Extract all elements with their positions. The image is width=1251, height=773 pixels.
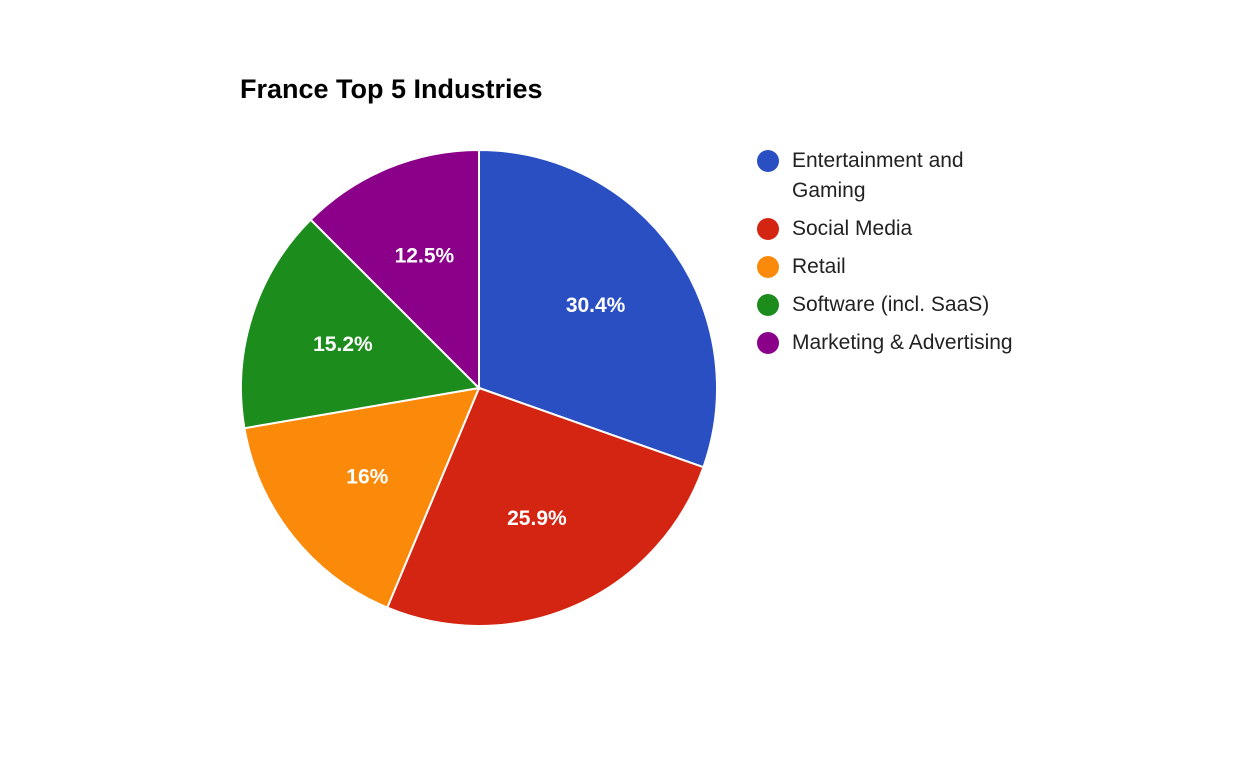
pie-slice-3[interactable] [240, 218, 482, 430]
legend-label-0: Entertainment and Gaming [792, 149, 964, 202]
legend-swatch-3 [757, 294, 779, 316]
legend: Entertainment and Gaming Social Media Reta… [757, 146, 1017, 366]
pie-slice-0[interactable] [478, 148, 718, 469]
legend-item-0[interactable]: Entertainment and Gaming [757, 146, 1017, 206]
legend-label-3: Software (incl. SaaS) [792, 293, 990, 316]
slice-label-4: 12.5% [395, 245, 455, 268]
legend-swatch-0 [757, 150, 779, 172]
slice-label-3: 15.2% [313, 333, 373, 356]
legend-item-2[interactable]: Retail [757, 252, 1017, 282]
legend-swatch-1 [757, 218, 779, 240]
legend-item-1[interactable]: Social Media [757, 214, 1017, 244]
pie-slice-4[interactable] [309, 148, 480, 391]
legend-swatch-2 [757, 256, 779, 278]
legend-item-4[interactable]: Marketing & Advertising [757, 328, 1017, 358]
slice-label-0: 30.4% [566, 294, 626, 317]
slice-label-1: 25.9% [507, 507, 567, 530]
pie-slice-1[interactable] [385, 386, 705, 627]
pie-slice-2[interactable] [243, 386, 481, 609]
legend-swatch-4 [757, 332, 779, 354]
legend-label-4: Marketing & Advertising [792, 331, 1013, 354]
chart-title: France Top 5 Industries [240, 74, 543, 104]
legend-label-1: Social Media [792, 217, 913, 240]
legend-label-2: Retail [792, 255, 846, 278]
legend-item-3[interactable]: Software (incl. SaaS) [757, 290, 1017, 320]
slice-label-2: 16% [346, 465, 388, 488]
